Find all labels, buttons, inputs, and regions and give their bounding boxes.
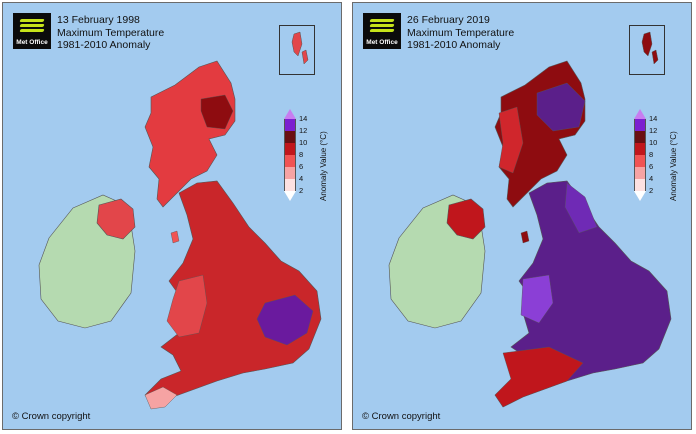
legend-tick: 10	[649, 138, 658, 147]
legend-tick: 12	[299, 126, 308, 135]
isle-of-man	[170, 230, 180, 244]
map-date: 13 February 1998	[57, 14, 140, 26]
southwest-region	[494, 346, 584, 408]
legend-swatch	[634, 131, 646, 143]
east-anglia-extreme	[256, 294, 314, 346]
legend-title: Anomaly Value (°C)	[319, 131, 328, 201]
legend-swatch	[634, 119, 646, 131]
legend-swatch	[284, 131, 296, 143]
legend-tick: 14	[299, 114, 308, 123]
wales-region	[166, 274, 208, 338]
legend-swatch	[284, 167, 296, 179]
map-baseline: 1981-2010 Anomaly	[407, 39, 501, 51]
isle-of-man	[520, 230, 530, 244]
met-office-logo: Met Office	[13, 13, 51, 49]
legend-tick: 10	[299, 138, 308, 147]
logo-text: Met Office	[16, 39, 48, 46]
scotland-hot-area	[200, 94, 234, 130]
map-variable: Maximum Temperature	[57, 26, 165, 39]
copyright-notice: © Crown copyright	[12, 411, 91, 422]
legend-bottom-arrow	[284, 191, 296, 201]
legend-top-arrow	[284, 109, 296, 119]
map-title: 13 February 1998 Maximum Temperature 198…	[57, 14, 164, 52]
map-panel-1998: Met Office 13 February 1998 Maximum Temp…	[2, 2, 342, 430]
map-baseline: 1981-2010 Anomaly	[57, 39, 151, 51]
uk-anomaly-map	[38, 60, 322, 410]
scotland-extreme-area	[536, 82, 586, 132]
legend-tick: 8	[649, 150, 654, 159]
legend-swatch	[634, 179, 646, 191]
legend-tick: 2	[649, 186, 654, 195]
map-panel-2019: Met Office 26 February 2019 Maximum Temp…	[352, 2, 692, 430]
map-title: 26 February 2019 Maximum Temperature 198…	[407, 14, 514, 52]
southwest-cool-area	[144, 386, 178, 410]
anomaly-legend: 14 12 10 8 6 4 2 Anomaly Value (°C)	[279, 109, 339, 209]
uk-anomaly-map	[388, 60, 672, 408]
shetland-inset	[629, 25, 665, 75]
scotland-region	[144, 60, 236, 208]
legend-top-arrow	[634, 109, 646, 119]
northern-ireland-region	[446, 198, 486, 240]
legend-tick: 6	[299, 162, 304, 171]
copyright-notice: © Crown copyright	[362, 411, 441, 422]
northeast-area	[564, 182, 598, 234]
wales-extreme-area	[520, 274, 554, 324]
northern-ireland-region	[96, 198, 136, 240]
shetland-inset	[279, 25, 315, 75]
legend-tick: 2	[299, 186, 304, 195]
legend-tick: 14	[649, 114, 658, 123]
legend-swatch	[284, 143, 296, 155]
legend-swatch	[634, 155, 646, 167]
legend-tick: 12	[649, 126, 658, 135]
legend-swatch	[634, 167, 646, 179]
logo-text: Met Office	[366, 39, 398, 46]
legend-swatch	[284, 119, 296, 131]
anomaly-legend: 14 12 10 8 6 4 2 Anomaly Value (°C)	[629, 109, 689, 209]
legend-bottom-arrow	[634, 191, 646, 201]
met-office-logo: Met Office	[363, 13, 401, 49]
map-date: 26 February 2019	[407, 14, 490, 26]
legend-swatch	[634, 143, 646, 155]
legend-tick: 6	[649, 162, 654, 171]
legend-swatch	[284, 155, 296, 167]
legend-title: Anomaly Value (°C)	[669, 131, 678, 201]
legend-swatch	[284, 179, 296, 191]
england-wales-region	[144, 180, 322, 408]
map-variable: Maximum Temperature	[407, 26, 515, 39]
scotland-west-area	[498, 106, 524, 174]
legend-tick: 4	[299, 174, 304, 183]
legend-tick: 4	[649, 174, 654, 183]
legend-tick: 8	[299, 150, 304, 159]
